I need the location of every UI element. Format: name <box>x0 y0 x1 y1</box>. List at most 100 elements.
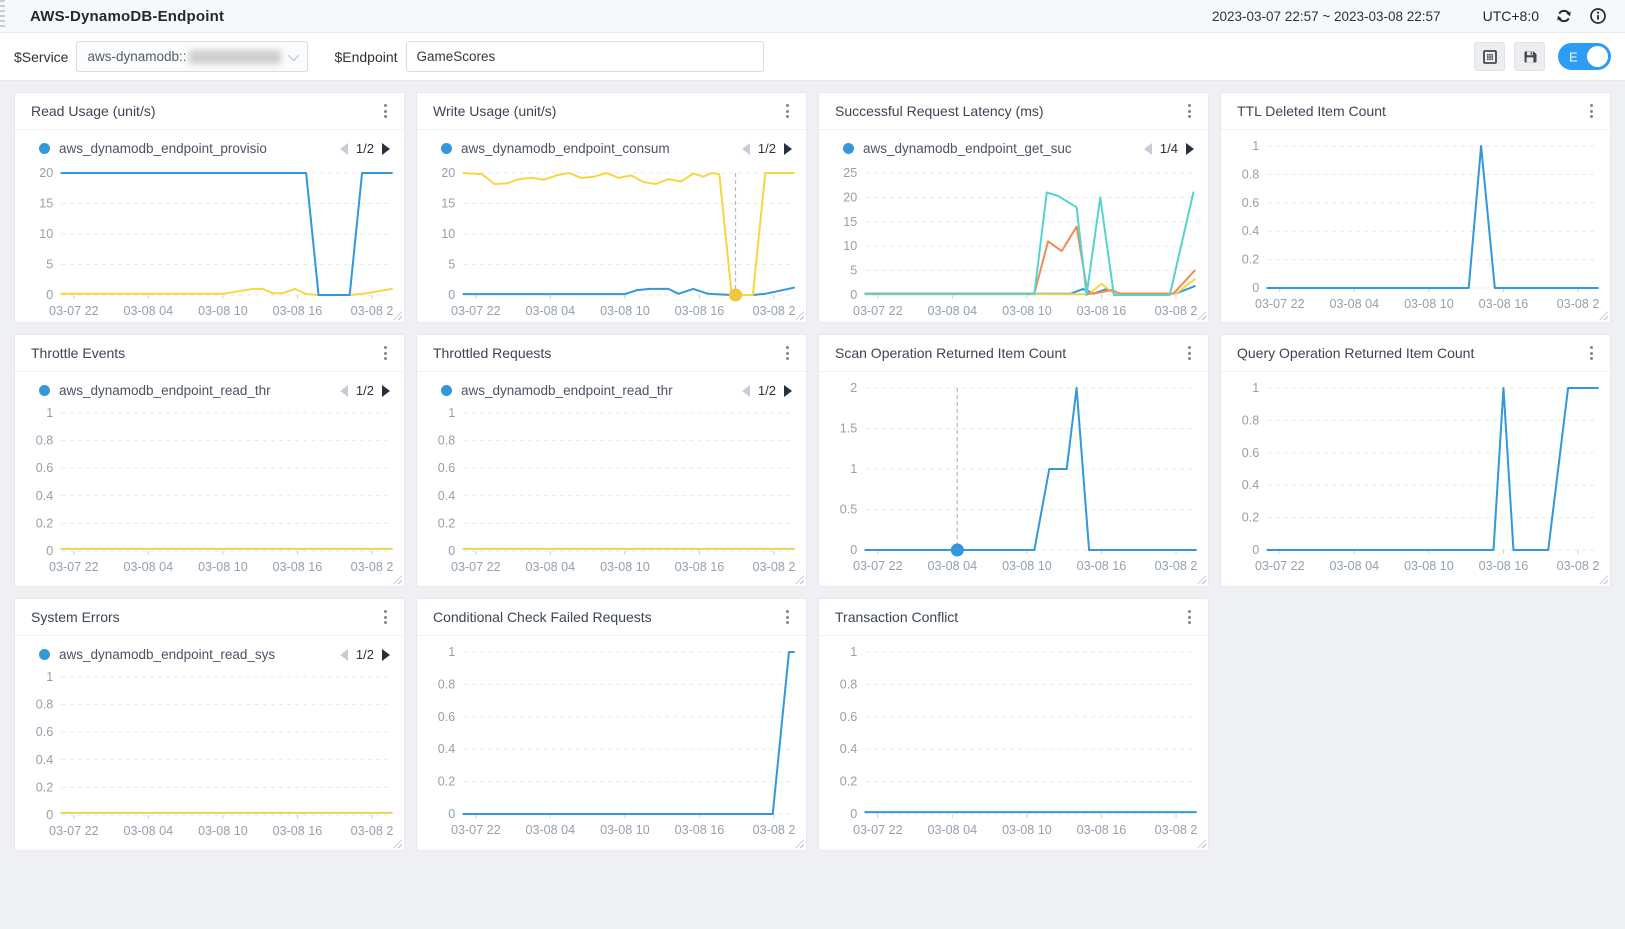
legend-next-icon[interactable] <box>382 142 390 155</box>
kebab-menu-icon[interactable] <box>781 342 794 364</box>
svg-text:1: 1 <box>1252 139 1259 153</box>
legend-page-indicator: 1/2 <box>355 383 374 398</box>
chevron-down-icon <box>288 49 300 61</box>
svg-text:10: 10 <box>441 227 455 241</box>
legend-series-name[interactable]: aws_dynamodb_endpoint_read_thr <box>59 383 271 398</box>
kebab-menu-icon[interactable] <box>1183 606 1196 628</box>
resize-handle[interactable] <box>1599 575 1608 584</box>
svg-text:03-07 22: 03-07 22 <box>451 823 501 837</box>
kebab-menu-icon[interactable] <box>1585 342 1598 364</box>
save-button[interactable] <box>1514 42 1545 71</box>
svg-text:03-07 22: 03-07 22 <box>853 823 903 837</box>
resize-handle[interactable] <box>795 575 804 584</box>
svg-text:10: 10 <box>843 239 857 253</box>
legend-row: aws_dynamodb_endpoint_consum 1/2 <box>417 130 806 163</box>
resize-handle[interactable] <box>795 839 804 848</box>
svg-text:1: 1 <box>850 645 857 659</box>
chart-canvas[interactable]: 1 0.8 0.6 0.4 0.2 0 03-07 22 03-08 04 03-08 10 03… <box>1221 130 1610 322</box>
chart-canvas[interactable]: 2 1.5 1 0.5 0 03-07 22 03-08 04 03-08 10 03-08 1… <box>819 372 1208 586</box>
svg-text:03-08 16: 03-08 16 <box>1479 297 1529 311</box>
svg-text:15: 15 <box>843 215 857 229</box>
svg-text:0: 0 <box>1252 281 1259 295</box>
legend-next-icon[interactable] <box>382 648 390 661</box>
svg-text:20: 20 <box>843 190 857 204</box>
legend-prev-icon[interactable] <box>741 384 750 397</box>
chart-canvas[interactable]: 1 0.8 0.6 0.4 0.2 0 03-07 22 03-08 04 03-08 10 03… <box>1221 372 1610 586</box>
drawer-handle-icon[interactable] <box>0 0 5 30</box>
svg-text:03-08 10: 03-08 10 <box>198 560 248 574</box>
svg-text:15: 15 <box>39 197 53 211</box>
kebab-menu-icon[interactable] <box>1585 100 1598 122</box>
svg-text:0.4: 0.4 <box>1242 478 1260 492</box>
svg-text:03-08 2: 03-08 2 <box>753 304 796 318</box>
svg-text:0.2: 0.2 <box>840 775 858 789</box>
chart-canvas[interactable]: 1 0.8 0.6 0.4 0.2 0 03-07 22 03-08 04 03-08 10 03… <box>15 669 404 850</box>
svg-text:03-08 16: 03-08 16 <box>675 823 725 837</box>
legend-prev-icon[interactable] <box>1143 142 1152 155</box>
resize-handle[interactable] <box>393 311 402 320</box>
legend-series-dot <box>39 649 50 660</box>
legend-series-name[interactable]: aws_dynamodb_endpoint_consum <box>461 141 670 156</box>
svg-text:0.4: 0.4 <box>840 742 858 756</box>
info-icon[interactable] <box>1589 7 1607 25</box>
legend-series-name[interactable]: aws_dynamodb_endpoint_get_suc <box>863 141 1072 156</box>
panel-title: TTL Deleted Item Count <box>1237 103 1386 119</box>
svg-text:03-08 10: 03-08 10 <box>198 824 248 838</box>
chart-canvas[interactable]: 20 15 10 5 0 03-07 22 03-08 04 03-08 10 03-08 16… <box>417 163 806 322</box>
legend-next-icon[interactable] <box>382 384 390 397</box>
legend-series-name[interactable]: aws_dynamodb_endpoint_read_sys <box>59 647 276 662</box>
chart-canvas[interactable]: 25 20 15 10 5 0 03-07 22 03-08 04 03-08 10 03-08 … <box>819 163 1208 322</box>
chart-canvas[interactable]: 20 15 10 5 0 03-07 22 03-08 04 03-08 10 03-08 16… <box>15 163 404 322</box>
legend-series-name[interactable]: aws_dynamodb_endpoint_read_thr <box>461 383 673 398</box>
svg-text:0.5: 0.5 <box>840 503 858 517</box>
svg-text:03-08 04: 03-08 04 <box>1330 559 1380 573</box>
chart-canvas[interactable]: 1 0.8 0.6 0.4 0.2 0 03-07 22 03-08 04 03-08 10 03… <box>417 636 806 850</box>
legend-prev-icon[interactable] <box>339 384 348 397</box>
legend-prev-icon[interactable] <box>339 142 348 155</box>
legend-series-name[interactable]: aws_dynamodb_endpoint_provisio <box>59 141 267 156</box>
resize-handle[interactable] <box>1197 575 1206 584</box>
legend-next-icon[interactable] <box>784 142 792 155</box>
svg-text:0: 0 <box>46 288 53 302</box>
resize-handle[interactable] <box>1599 311 1608 320</box>
panel-header: Read Usage (unit/s) <box>15 93 404 130</box>
legend-prev-icon[interactable] <box>741 142 750 155</box>
timezone-label[interactable]: UTC+8:0 <box>1482 8 1539 24</box>
kebab-menu-icon[interactable] <box>781 100 794 122</box>
resize-handle[interactable] <box>1197 839 1206 848</box>
svg-text:1.5: 1.5 <box>840 422 858 436</box>
legend-prev-icon[interactable] <box>339 648 348 661</box>
legend-next-icon[interactable] <box>1186 142 1194 155</box>
legend-next-icon[interactable] <box>784 384 792 397</box>
svg-text:0.2: 0.2 <box>438 775 456 789</box>
layout-grid-button[interactable] <box>1474 42 1505 71</box>
edit-mode-toggle[interactable]: E <box>1558 43 1611 70</box>
kebab-menu-icon[interactable] <box>1183 342 1196 364</box>
kebab-menu-icon[interactable] <box>379 606 392 628</box>
svg-text:0.4: 0.4 <box>36 489 54 503</box>
resize-handle[interactable] <box>1197 311 1206 320</box>
redacted-account-id <box>188 49 281 64</box>
svg-text:0: 0 <box>448 807 455 821</box>
svg-text:0: 0 <box>1252 543 1259 557</box>
refresh-icon[interactable] <box>1555 7 1573 25</box>
kebab-menu-icon[interactable] <box>379 342 392 364</box>
time-range[interactable]: 2023-03-07 22:57 ~ 2023-03-08 22:57 <box>1212 8 1441 24</box>
service-select[interactable]: aws-dynamodb:: <box>76 41 309 72</box>
chart-canvas[interactable]: 1 0.8 0.6 0.4 0.2 0 03-07 22 03-08 04 03-08 10 03… <box>819 636 1208 850</box>
svg-text:03-08 2: 03-08 2 <box>351 304 394 318</box>
resize-handle[interactable] <box>393 575 402 584</box>
resize-handle[interactable] <box>393 839 402 848</box>
endpoint-input[interactable] <box>405 41 764 72</box>
resize-handle[interactable] <box>795 311 804 320</box>
kebab-menu-icon[interactable] <box>379 100 392 122</box>
kebab-menu-icon[interactable] <box>781 606 794 628</box>
panel-title: Successful Request Latency (ms) <box>835 103 1044 119</box>
panel-header: Throttle Events <box>15 335 404 372</box>
svg-text:03-08 10: 03-08 10 <box>1404 559 1454 573</box>
svg-text:03-08 04: 03-08 04 <box>1330 297 1380 311</box>
panel-title: Write Usage (unit/s) <box>433 103 557 119</box>
kebab-menu-icon[interactable] <box>1183 100 1196 122</box>
chart-canvas[interactable]: 1 0.8 0.6 0.4 0.2 0 03-07 22 03-08 04 03-08 10 03… <box>417 405 806 586</box>
chart-canvas[interactable]: 1 0.8 0.6 0.4 0.2 0 03-07 22 03-08 04 03-08 10 03… <box>15 405 404 586</box>
